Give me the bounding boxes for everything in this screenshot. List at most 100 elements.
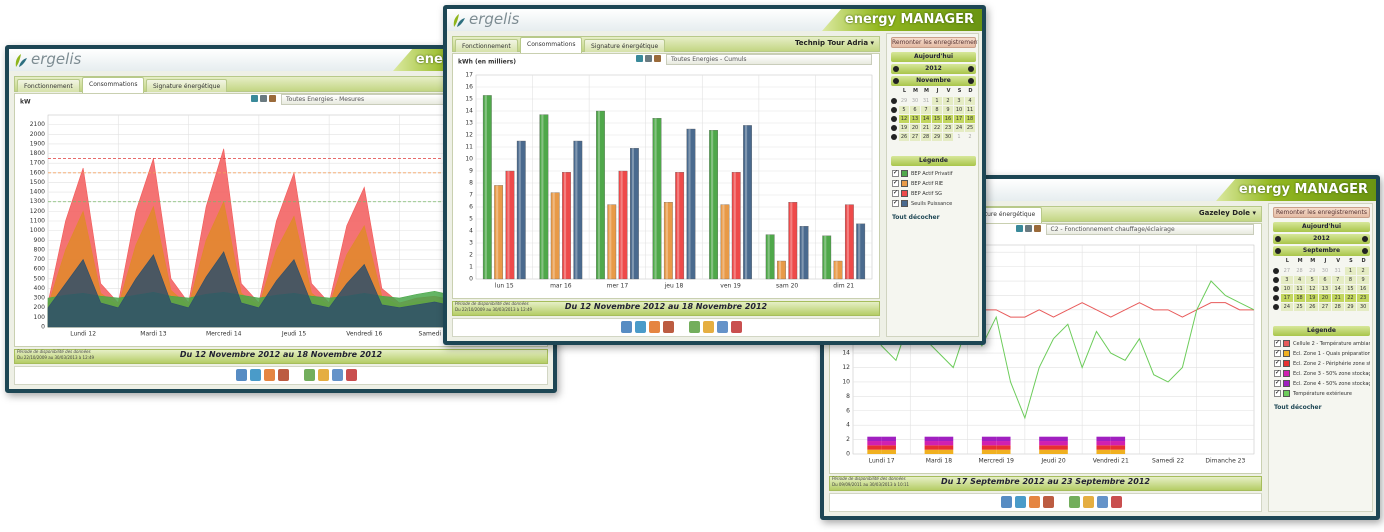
toolbar-button[interactable]	[1042, 496, 1054, 508]
calendar-day[interactable]: 31	[922, 98, 930, 104]
calendar-day[interactable]: 5	[899, 106, 909, 114]
toolbar-button[interactable]	[1110, 496, 1122, 508]
calendar-day[interactable]: 27	[910, 133, 920, 141]
calendar-day[interactable]: 28	[1296, 268, 1303, 274]
tab[interactable]: Fonctionnement	[17, 79, 80, 92]
toolbar-button[interactable]	[250, 369, 261, 381]
calendar-day[interactable]: 16	[1357, 285, 1369, 293]
toolbar-button[interactable]	[236, 369, 247, 381]
calendar-day[interactable]: 16	[943, 115, 953, 123]
toolbar-button[interactable]	[663, 321, 674, 333]
tab[interactable]: Consommations	[82, 77, 145, 93]
toolbar-icon[interactable]	[251, 95, 258, 102]
legend-checkbox[interactable]: ✓	[892, 190, 899, 197]
week-arrow[interactable]	[891, 98, 897, 104]
calendar-day[interactable]: 28	[1331, 303, 1344, 311]
calendar-day[interactable]: 1	[957, 134, 961, 140]
today-button[interactable]: Aujourd'hui	[1273, 222, 1370, 232]
calendar-day[interactable]: 15	[1344, 285, 1357, 293]
calendar-day[interactable]: 24	[954, 124, 964, 132]
week-arrow[interactable]	[891, 134, 897, 140]
calendar-day[interactable]: 24	[1281, 303, 1293, 311]
calendar-day[interactable]: 1	[1344, 267, 1357, 275]
calendar-day[interactable]: 22	[932, 124, 942, 132]
calendar-day[interactable]: 3	[954, 97, 964, 105]
calendar-day[interactable]: 13	[1319, 285, 1331, 293]
calendar-day[interactable]: 30	[1321, 268, 1329, 274]
toolbar-button[interactable]	[621, 321, 632, 333]
tab[interactable]: Consommations	[520, 37, 583, 53]
calendar-day[interactable]: 11	[965, 106, 975, 114]
tab[interactable]: Signature énergétique	[584, 39, 666, 52]
week-arrow[interactable]	[1273, 304, 1279, 310]
uncheck-all[interactable]: Tout décocher	[1274, 404, 1322, 411]
calendar-day[interactable]: 19	[1306, 294, 1319, 302]
site-name[interactable]: Gazeley Dole ▾	[1198, 209, 1256, 217]
legend-checkbox[interactable]: ✓	[1274, 360, 1281, 367]
calendar-day[interactable]: 5	[1306, 276, 1319, 284]
toolbar-button[interactable]	[1096, 496, 1108, 508]
week-arrow[interactable]	[891, 125, 897, 131]
prev-arrow[interactable]	[893, 66, 899, 72]
next-arrow[interactable]	[968, 78, 974, 84]
calendar-day[interactable]: 29	[900, 98, 908, 104]
toolbar-button[interactable]	[1082, 496, 1094, 508]
calendar-day[interactable]: 21	[921, 124, 931, 132]
calendar-day[interactable]: 27	[1319, 303, 1331, 311]
calendar-day[interactable]: 25	[965, 124, 975, 132]
calendar-day[interactable]: 8	[1344, 276, 1357, 284]
calendar-day[interactable]: 12	[899, 115, 909, 123]
calendar-day[interactable]: 29	[1344, 303, 1357, 311]
toolbar-button[interactable]	[1028, 496, 1040, 508]
toolbar-button[interactable]	[332, 369, 343, 381]
toolbar-icon[interactable]	[645, 55, 652, 62]
calendar-day[interactable]: 22	[1344, 294, 1357, 302]
toolbar-button[interactable]	[278, 369, 289, 381]
calendar-day[interactable]: 7	[1331, 276, 1344, 284]
energy-selector[interactable]: C2 - Fonctionnement chauffage/éclairage	[1045, 224, 1254, 235]
calendar-day[interactable]: 14	[1331, 285, 1344, 293]
legend-checkbox[interactable]: ✓	[1274, 370, 1281, 377]
calendar-day[interactable]: 29	[1309, 268, 1316, 274]
toolbar-button[interactable]	[1014, 496, 1026, 508]
calendar-day[interactable]: 2	[968, 134, 972, 140]
toolbar-button[interactable]	[703, 321, 714, 333]
calendar-day[interactable]: 1	[932, 97, 942, 105]
calendar-day[interactable]: 10	[954, 106, 964, 114]
toolbar-icon[interactable]	[1033, 225, 1041, 232]
calendar-day[interactable]: 2	[1357, 267, 1369, 275]
week-arrow[interactable]	[891, 116, 897, 122]
week-arrow[interactable]	[1273, 277, 1279, 283]
toolbar-button[interactable]	[689, 321, 700, 333]
tab[interactable]: Fonctionnement	[455, 39, 518, 52]
calendar-day[interactable]: 4	[965, 97, 975, 105]
calendar-day[interactable]: 3	[1281, 276, 1293, 284]
legend-checkbox[interactable]: ✓	[892, 170, 899, 177]
calendar-day[interactable]: 28	[921, 133, 931, 141]
next-arrow[interactable]	[968, 66, 974, 72]
toolbar-icon[interactable]	[1015, 225, 1023, 232]
toolbar-button[interactable]	[1068, 496, 1080, 508]
prev-arrow[interactable]	[893, 78, 899, 84]
calendar-day[interactable]: 26	[1306, 303, 1319, 311]
calendar-day[interactable]: 15	[932, 115, 942, 123]
legend-checkbox[interactable]: ✓	[1274, 350, 1281, 357]
week-arrow[interactable]	[1273, 295, 1279, 301]
legend-checkbox[interactable]: ✓	[1274, 380, 1281, 387]
calendar-day[interactable]: 2	[943, 97, 953, 105]
calendar-day[interactable]: 13	[910, 115, 920, 123]
toolbar-button[interactable]	[731, 321, 742, 333]
calendar-day[interactable]: 17	[954, 115, 964, 123]
back-button[interactable]: Remonter les enregistrements	[1273, 207, 1370, 218]
toolbar-icon[interactable]	[269, 95, 276, 102]
calendar-day[interactable]: 8	[932, 106, 942, 114]
week-arrow[interactable]	[1273, 286, 1279, 292]
toolbar-button[interactable]	[1000, 496, 1012, 508]
calendar-day[interactable]: 11	[1293, 285, 1306, 293]
calendar-day[interactable]: 18	[965, 115, 975, 123]
site-name[interactable]: Technip Tour Adria ▾	[794, 39, 874, 47]
calendar-day[interactable]: 23	[943, 124, 953, 132]
calendar-day[interactable]: 20	[1319, 294, 1331, 302]
calendar-day[interactable]: 30	[943, 133, 953, 141]
legend-checkbox[interactable]: ✓	[892, 200, 899, 207]
